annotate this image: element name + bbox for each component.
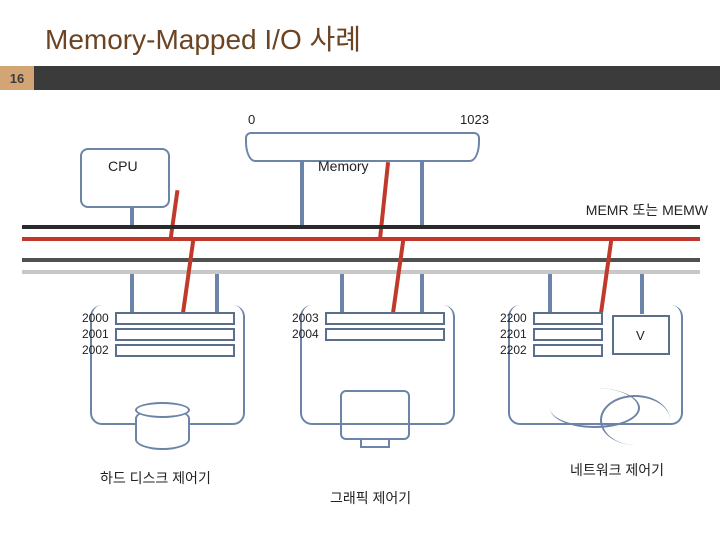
cpu-box <box>80 148 170 208</box>
memory-connector-1 <box>300 162 304 228</box>
separator-bar: 16 <box>0 66 720 90</box>
page-title: Memory-Mapped I/O 사례 <box>0 0 720 66</box>
bus-signal-label: MEMR 또는 MEMW <box>586 200 708 220</box>
net-tag-v: V <box>636 328 645 343</box>
hdd-cylinder-top <box>135 402 190 418</box>
hdd-reg-2 <box>115 344 235 357</box>
page-number: 16 <box>0 66 34 90</box>
gpu-monitor <box>340 390 410 440</box>
bus-line-light <box>22 270 700 274</box>
net-caption: 네트워크 제어기 <box>570 460 664 480</box>
net-reg-label-2: 2202 <box>500 343 527 357</box>
hdd-reg-0 <box>115 312 235 325</box>
net-reg-2 <box>533 344 603 357</box>
hdd-caption: 하드 디스크 제어기 <box>100 468 211 488</box>
net-connector-2 <box>640 274 644 314</box>
gpu-connector-1 <box>340 274 344 314</box>
net-reg-0 <box>533 312 603 325</box>
bus-line-red <box>22 237 700 241</box>
net-reg-1 <box>533 328 603 341</box>
bus-line-mid <box>22 258 700 262</box>
hdd-reg-label-1: 2001 <box>82 327 109 341</box>
hdd-reg-label-2: 2002 <box>82 343 109 357</box>
net-reg-label-0: 2200 <box>500 311 527 325</box>
net-red-connector <box>599 240 613 315</box>
gpu-red-connector <box>391 240 405 315</box>
hdd-connector-2 <box>215 274 219 314</box>
gpu-reg-1 <box>325 328 445 341</box>
gpu-connector-2 <box>420 274 424 314</box>
gpu-reg-0 <box>325 312 445 325</box>
gpu-caption: 그래픽 제어기 <box>330 488 411 508</box>
net-reg-label-1: 2201 <box>500 327 527 341</box>
net-connector-1 <box>548 274 552 314</box>
hdd-red-connector <box>181 240 195 315</box>
cpu-red-connector <box>169 190 180 240</box>
net-curve-2 <box>600 395 670 445</box>
gpu-reg-label-1: 2004 <box>292 327 319 341</box>
memory-label: Memory <box>318 158 369 174</box>
memory-end-addr: 1023 <box>460 112 489 127</box>
hdd-connector-1 <box>130 274 134 314</box>
gpu-reg-label-0: 2003 <box>292 311 319 325</box>
bus-line-dark <box>22 225 700 229</box>
diagram-area: 0 1023 Memory CPU MEMR 또는 MEMW 2000 2001… <box>0 90 720 540</box>
gpu-monitor-stand <box>360 440 390 448</box>
hdd-reg-1 <box>115 328 235 341</box>
memory-start-addr: 0 <box>248 112 255 127</box>
hdd-reg-label-0: 2000 <box>82 311 109 325</box>
memory-connector-2 <box>420 162 424 228</box>
cpu-label: CPU <box>108 158 138 174</box>
